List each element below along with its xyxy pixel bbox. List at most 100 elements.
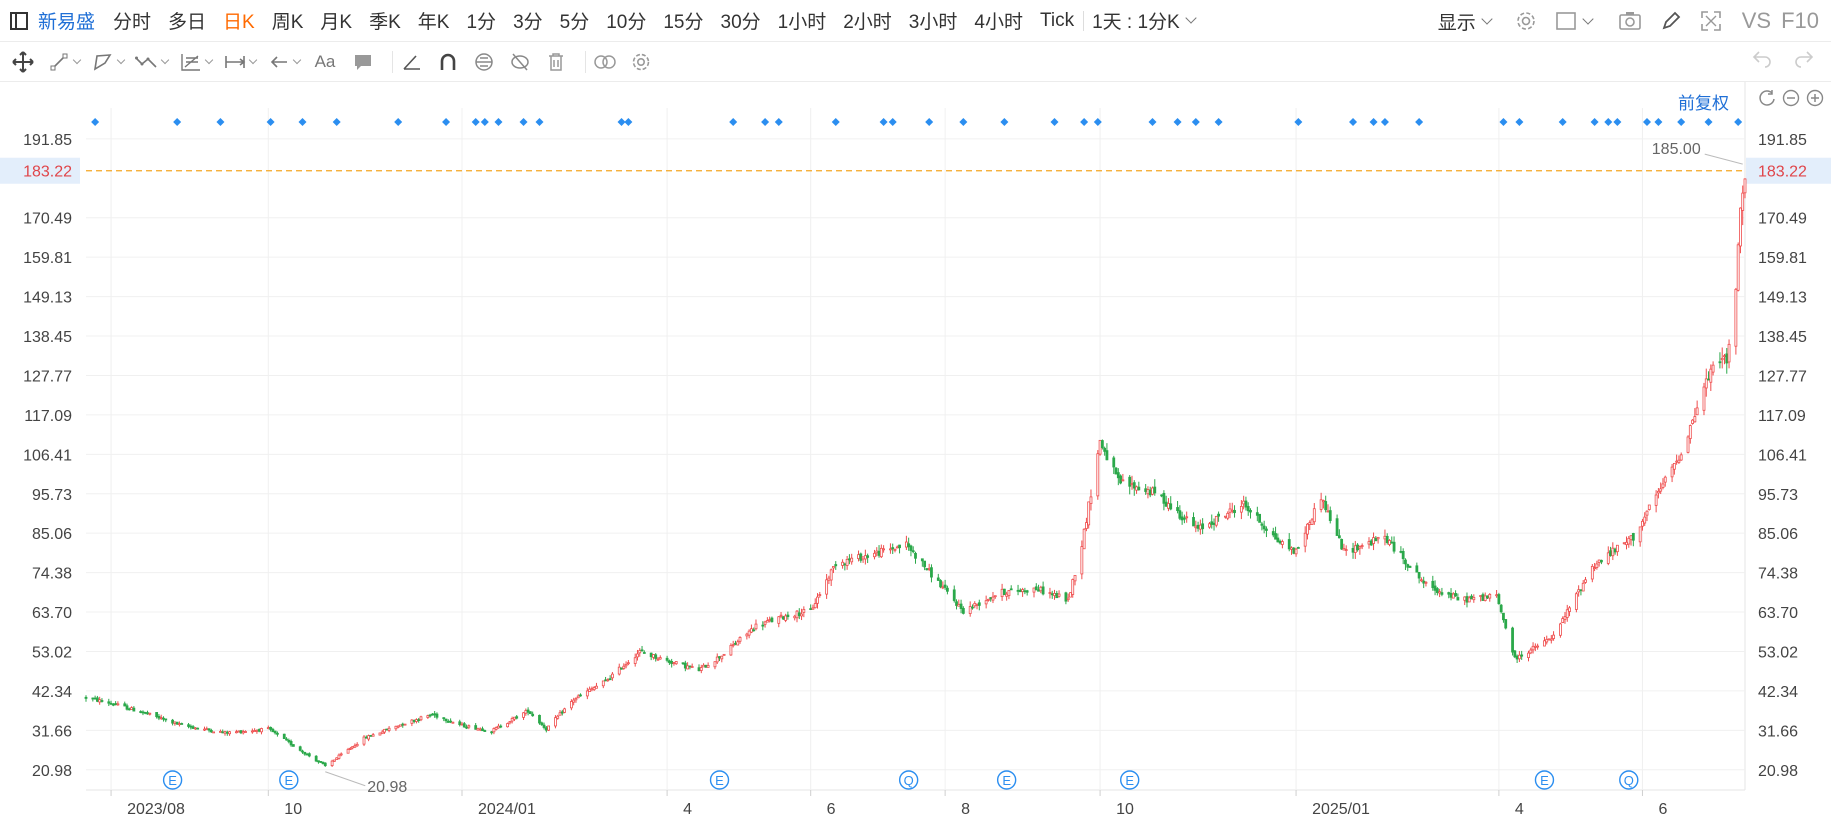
event-diamond[interactable] — [298, 118, 307, 126]
event-diamond[interactable] — [1643, 118, 1652, 126]
event-marker[interactable]: Q — [898, 770, 919, 790]
chart-area[interactable]: 191.85 191.85 170.49 170.49 159.81 159.81 149.… — [0, 82, 1831, 834]
event-diamond[interactable] — [1349, 118, 1358, 126]
event-diamond[interactable] — [1148, 118, 1157, 126]
event-diamond[interactable] — [617, 118, 626, 126]
fib-tool[interactable] — [178, 49, 214, 75]
fullscreen-icon[interactable] — [1700, 10, 1722, 32]
event-diamond[interactable] — [480, 118, 489, 126]
event-diamond[interactable] — [959, 118, 968, 126]
event-diamond[interactable] — [925, 118, 934, 126]
event-diamond[interactable] — [1294, 118, 1303, 126]
event-diamond[interactable] — [729, 118, 738, 126]
ruler-tool[interactable] — [399, 49, 425, 75]
event-diamond[interactable] — [266, 118, 275, 126]
layout-icon[interactable] — [1555, 10, 1594, 32]
event-diamond[interactable] — [1613, 118, 1622, 126]
event-diamond[interactable] — [1590, 118, 1599, 126]
period-tab[interactable]: 30分 — [720, 12, 761, 33]
event-diamond[interactable] — [1499, 118, 1508, 126]
sidebar-toggle-icon[interactable] — [10, 11, 28, 30]
comment-tool[interactable] — [350, 49, 376, 75]
lock-tool[interactable] — [471, 49, 497, 75]
f10-button[interactable]: F10 — [1781, 8, 1819, 33]
period-tab[interactable]: 10分 — [606, 12, 647, 33]
trash-tool[interactable] — [543, 49, 569, 75]
event-diamond[interactable] — [761, 118, 770, 126]
period-tab[interactable]: 3分 — [513, 12, 543, 33]
event-diamond[interactable] — [471, 118, 480, 126]
event-diamond[interactable] — [535, 118, 544, 126]
event-diamond[interactable] — [1415, 118, 1424, 126]
price-adjust-toggle[interactable]: 前复权 — [1678, 94, 1729, 113]
period-tab[interactable]: 3小时 — [908, 12, 958, 33]
event-diamond[interactable] — [442, 118, 451, 126]
event-marker[interactable]: E — [162, 770, 183, 790]
event-marker[interactable]: E — [1120, 770, 1140, 790]
event-diamond[interactable] — [1093, 118, 1102, 126]
kline-chart[interactable]: 191.85 191.85 170.49 170.49 159.81 159.81 149.… — [0, 82, 1831, 834]
undo-icon[interactable] — [1751, 50, 1773, 74]
period-tab[interactable]: 4小时 — [974, 12, 1023, 33]
period-tab[interactable]: 1小时 — [777, 12, 827, 33]
wave-tool[interactable] — [134, 49, 170, 75]
settings-icon[interactable] — [1515, 10, 1537, 32]
period-tab[interactable]: Tick — [1039, 9, 1075, 31]
period-tab[interactable]: 分时 — [113, 12, 152, 33]
event-diamond[interactable] — [1734, 118, 1743, 126]
period-tab[interactable]: 季K — [369, 12, 401, 33]
text-tool[interactable]: Aa — [310, 49, 340, 75]
pen-icon[interactable] — [1660, 10, 1682, 32]
event-marker[interactable]: E — [1534, 770, 1555, 790]
event-marker[interactable]: E — [709, 770, 730, 790]
event-diamond[interactable] — [1677, 118, 1686, 126]
event-diamond[interactable] — [831, 118, 840, 126]
period-tab[interactable]: 1分 — [466, 12, 497, 33]
event-diamond[interactable] — [1369, 118, 1378, 126]
period-tab[interactable]: 周K — [271, 12, 304, 33]
camera-icon[interactable] — [1618, 10, 1642, 32]
measure-tool[interactable] — [222, 49, 258, 75]
event-diamond[interactable] — [91, 118, 100, 126]
event-diamond[interactable] — [1173, 118, 1182, 126]
event-diamond[interactable] — [216, 118, 225, 126]
zoom-out-icon[interactable] — [1782, 89, 1800, 112]
event-diamond[interactable] — [1191, 118, 1200, 126]
period-tab[interactable]: 多日 — [168, 12, 207, 33]
multi-period-dropdown[interactable]: 1天 : 1分K — [1092, 7, 1197, 34]
event-diamond[interactable] — [1080, 118, 1089, 126]
event-marker[interactable]: E — [996, 770, 1017, 790]
event-diamond[interactable] — [774, 118, 783, 126]
period-tab[interactable]: 年K — [417, 12, 450, 33]
event-diamond[interactable] — [1704, 118, 1713, 126]
stock-name[interactable]: 新易盛 — [38, 12, 96, 33]
move-tool[interactable] — [10, 49, 36, 75]
polygon-tool[interactable] — [90, 49, 126, 75]
reset-icon[interactable] — [1758, 89, 1776, 112]
zoom-in-icon[interactable] — [1806, 89, 1824, 112]
compare-button[interactable]: VS — [1741, 8, 1772, 33]
event-diamond[interactable] — [1380, 118, 1389, 126]
event-diamond[interactable] — [332, 118, 341, 126]
event-marker[interactable]: E — [279, 770, 299, 790]
period-tab[interactable]: 5分 — [559, 12, 590, 33]
draw-settings-tool[interactable] — [628, 49, 654, 75]
event-diamond[interactable] — [1050, 118, 1059, 126]
period-tab[interactable]: 月K — [320, 12, 353, 33]
event-diamond[interactable] — [1654, 118, 1663, 126]
event-diamond[interactable] — [394, 118, 403, 126]
event-diamond[interactable] — [1515, 118, 1524, 126]
event-diamond[interactable] — [624, 118, 633, 126]
event-diamond[interactable] — [888, 118, 897, 126]
event-diamond[interactable] — [519, 118, 528, 126]
event-diamond[interactable] — [173, 118, 182, 126]
arrow-tool[interactable] — [266, 49, 302, 75]
period-tab[interactable]: 2小时 — [843, 12, 892, 33]
period-tab[interactable]: 15分 — [663, 12, 704, 33]
event-diamond[interactable] — [879, 118, 888, 126]
hide-tool[interactable] — [507, 49, 533, 75]
redo-icon[interactable] — [1793, 50, 1815, 74]
event-diamond[interactable] — [1214, 118, 1223, 126]
period-tab[interactable]: 日K — [223, 12, 255, 33]
magnet-tool[interactable] — [435, 49, 461, 75]
